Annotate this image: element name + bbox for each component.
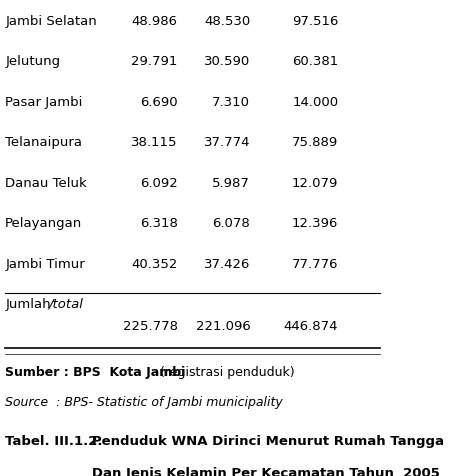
Text: 446.874: 446.874: [283, 319, 338, 333]
Text: 14.000: 14.000: [292, 95, 338, 109]
Text: Jambi Timur: Jambi Timur: [5, 257, 85, 270]
Text: Pasar Jambi: Pasar Jambi: [5, 95, 82, 109]
Text: 37.774: 37.774: [203, 136, 250, 149]
Text: 5.987: 5.987: [212, 176, 250, 189]
Text: 7.310: 7.310: [212, 95, 250, 109]
Text: Danau Teluk: Danau Teluk: [5, 176, 87, 189]
Text: 29.791: 29.791: [131, 55, 177, 68]
Text: /total: /total: [49, 298, 84, 310]
Text: Jambi Selatan: Jambi Selatan: [5, 15, 97, 28]
Text: 48.986: 48.986: [131, 15, 177, 28]
Text: 38.115: 38.115: [131, 136, 177, 149]
Text: 37.426: 37.426: [203, 257, 250, 270]
Text: 30.590: 30.590: [204, 55, 250, 68]
Text: Sumber : BPS  Kota Jambi: Sumber : BPS Kota Jambi: [5, 365, 185, 378]
Text: Penduduk WNA Dirinci Menurut Rumah Tangga: Penduduk WNA Dirinci Menurut Rumah Tangg…: [78, 434, 443, 447]
Text: 6.690: 6.690: [140, 95, 177, 109]
Text: Tabel. III.1.2.: Tabel. III.1.2.: [5, 434, 102, 447]
Text: 40.352: 40.352: [131, 257, 177, 270]
Text: 6.078: 6.078: [212, 217, 250, 229]
Text: 60.381: 60.381: [292, 55, 338, 68]
Text: Source  : BPS- Statistic of Jambi municipality: Source : BPS- Statistic of Jambi municip…: [5, 395, 282, 407]
Text: Jumlah: Jumlah: [5, 298, 51, 310]
Text: 75.889: 75.889: [292, 136, 338, 149]
Text: Jelutung: Jelutung: [5, 55, 60, 68]
Text: 48.530: 48.530: [204, 15, 250, 28]
Text: 6.092: 6.092: [139, 176, 177, 189]
Text: 6.318: 6.318: [139, 217, 177, 229]
Text: 12.396: 12.396: [291, 217, 338, 229]
Text: Telanaipura: Telanaipura: [5, 136, 82, 149]
Text: Pelayangan: Pelayangan: [5, 217, 82, 229]
Text: 225.778: 225.778: [122, 319, 177, 333]
Text: 221.096: 221.096: [195, 319, 250, 333]
Text: 77.776: 77.776: [291, 257, 338, 270]
Text: 97.516: 97.516: [291, 15, 338, 28]
Text: Dan Jenis Kelamin Per Kecamatan Tahun  2005: Dan Jenis Kelamin Per Kecamatan Tahun 20…: [78, 466, 439, 476]
Text: (registrasi penduduk): (registrasi penduduk): [156, 365, 294, 378]
Text: 12.079: 12.079: [291, 176, 338, 189]
